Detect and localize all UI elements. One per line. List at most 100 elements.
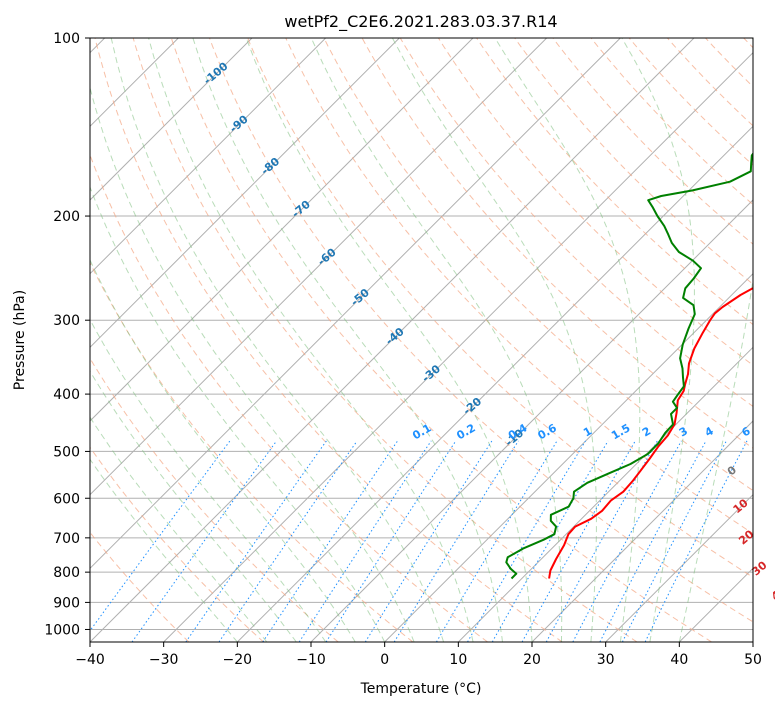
isotherm-line — [605, 493, 753, 642]
x-tick-label: 40 — [670, 652, 688, 668]
x-tick-label: −10 — [296, 652, 326, 668]
moist-adiabat — [110, 38, 445, 642]
dry-adiabat — [132, 38, 638, 642]
mixing-ratio-label: 0.1 — [410, 421, 433, 442]
moist-adiabat-label: 0 — [725, 463, 739, 478]
mixing-ratio-line — [262, 440, 399, 642]
dry-adiabat — [476, 38, 753, 326]
y-tick-label: 300 — [53, 313, 80, 329]
dry-adiabat — [285, 38, 753, 535]
plot-frame — [89, 37, 754, 643]
mixing-ratio-line — [131, 440, 278, 642]
moist-adiabat — [90, 370, 297, 642]
dry-adiabat — [361, 38, 753, 449]
mixing-ratio-label: 2 — [640, 424, 653, 439]
mixing-ratio-label: 6 — [739, 424, 752, 439]
mixing-ratio-line — [521, 440, 636, 642]
dry-adiabat — [90, 357, 339, 642]
y-tick-label: 1000 — [44, 622, 80, 638]
temperature-profile-line — [548, 286, 753, 579]
isotherm-line — [163, 51, 753, 642]
chart-title: wetPf2_C2E6.2021.283.03.37.R14 — [284, 12, 557, 32]
y-tick-label: 800 — [53, 565, 80, 581]
y-tick-label: 100 — [53, 31, 80, 47]
mixing-ratio-label: 1.5 — [609, 421, 632, 442]
dry-adiabat — [90, 261, 414, 642]
dry-adiabat — [552, 38, 753, 245]
mixing-ratio-line — [467, 440, 586, 642]
moist-adiabat — [90, 85, 415, 642]
dry-adiabat — [323, 38, 753, 492]
y-tick-label: 900 — [53, 595, 80, 611]
moist-adiabat-label: 20 — [736, 527, 756, 547]
x-tick-label: 50 — [744, 652, 762, 668]
dry-adiabat — [705, 38, 753, 88]
moist-adiabat — [678, 38, 753, 642]
moist-adiabat — [148, 38, 474, 642]
mixing-ratio-line — [185, 440, 327, 642]
moist-adiabat-label: 30 — [749, 558, 769, 578]
dry-adiabat — [90, 531, 190, 642]
x-tick-label: 30 — [597, 652, 615, 668]
mixing-ratio-label: 0.4 — [506, 421, 530, 442]
y-tick-label: 500 — [53, 444, 80, 460]
dry-adiabat — [170, 38, 712, 642]
moist-adiabat — [90, 185, 386, 642]
dry-adiabat — [209, 38, 753, 623]
isotherm-line — [384, 272, 753, 642]
mixing-ratio-line — [298, 440, 432, 642]
x-tick-label: −40 — [75, 652, 105, 668]
moist-adiabat — [310, 38, 563, 642]
moist-adiabat — [90, 458, 238, 642]
moist-adiabat — [192, 38, 503, 642]
moist-adiabat — [245, 38, 533, 642]
dry-adiabat — [590, 38, 753, 206]
y-tick-label: 400 — [53, 387, 80, 403]
isotherm-line — [90, 38, 253, 201]
x-tick-label: 0 — [380, 652, 389, 668]
isotherm-line — [678, 567, 753, 642]
moist-adiabat — [494, 38, 641, 642]
dewpoint-profile-line — [505, 152, 753, 580]
dry-adiabat — [90, 446, 264, 642]
moist-adiabat — [90, 416, 268, 642]
dry-adiabat — [90, 153, 488, 642]
mixing-ratio-label: 4 — [703, 424, 716, 439]
isotherm-line — [90, 38, 695, 642]
x-tick-label: 10 — [449, 652, 467, 668]
moist-adiabat — [90, 258, 356, 642]
x-axis-label: Temperature (°C) — [360, 681, 482, 697]
moist-adiabat — [391, 38, 597, 642]
isotherm-line — [310, 199, 753, 642]
mixing-ratio-line — [545, 440, 658, 642]
isotherm-line — [236, 125, 753, 642]
dry-adiabat — [247, 38, 753, 578]
y-tick-label: 700 — [53, 531, 80, 547]
mixing-ratio-line — [325, 440, 457, 642]
mixing-ratio-label: 0.2 — [454, 421, 477, 442]
mixing-ratio-label: 3 — [677, 424, 690, 439]
isotherm-line — [457, 346, 753, 642]
isotherm-line — [90, 38, 400, 349]
mixing-ratio-label: 0.6 — [535, 421, 559, 442]
moist-adiabat — [621, 38, 695, 642]
dry-adiabat — [94, 38, 563, 642]
mixing-ratio-line — [435, 440, 558, 642]
isotherm-line — [531, 420, 753, 642]
y-tick-label: 200 — [53, 209, 80, 225]
x-tick-label: 20 — [523, 652, 541, 668]
isotherm-line — [752, 641, 753, 642]
dry-adiabat — [514, 38, 753, 285]
x-tick-label: −20 — [223, 652, 253, 668]
moist-adiabat-label: 40 — [769, 583, 775, 603]
mixing-ratio-line — [364, 440, 493, 642]
dry-adiabat — [437, 38, 753, 366]
y-tick-label: 600 — [53, 491, 80, 507]
isotherm-line — [90, 38, 327, 275]
dry-adiabat — [399, 38, 753, 408]
dry-adiabat — [743, 38, 753, 49]
isotherm-line — [90, 38, 621, 570]
mixing-ratio-line — [90, 440, 231, 632]
isotherm-line — [90, 38, 474, 422]
